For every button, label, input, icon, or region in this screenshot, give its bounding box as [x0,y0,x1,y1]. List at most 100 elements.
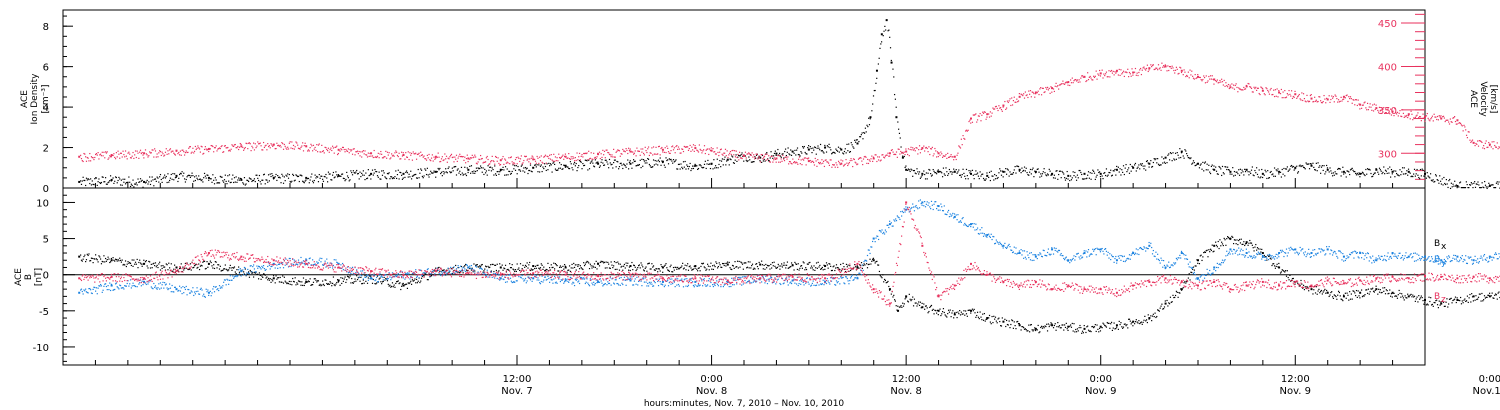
velocity-series-fill-dot [105,152,108,154]
velocity-series-fill-dot [523,159,525,162]
b-series-x-fill-dot [465,269,468,271]
b-series-x-fill-dot [618,263,620,265]
density-series-fill-dot [1203,170,1205,172]
velocity-series-fill-dot [1135,74,1137,76]
b-series-x-fill-dot [731,264,734,267]
velocity-series-fill-dot [829,159,831,161]
density-series-fill-dot [829,146,831,149]
velocity-series-fill-dot [882,154,884,156]
b-series-x-fill-dot [372,278,374,281]
velocity-series-fill-dot [955,158,957,161]
velocity-series-fill-dot [420,154,423,156]
velocity-series-fill-dot [375,156,377,158]
velocity-series-fill-dot [651,147,653,149]
b-series-x-fill-dot [669,266,671,268]
b-series-x-fill-dot [835,267,837,269]
density-series-fill-dot [624,165,626,167]
b-series-x-fill-dot [829,263,831,265]
velocity-series-fill-dot [1186,75,1189,77]
density-series-fill-dot [994,173,996,176]
density-series-fill-dot [1018,170,1020,172]
b-series-x-fill-dot [415,278,418,281]
b-series-x-fill-dot [515,270,517,273]
density-series-fill-dot [581,168,583,170]
velocity-series-fill-dot [356,150,359,152]
b-series-x-fill-dot [279,276,281,279]
velocity-series-fill-dot [1330,98,1332,101]
density-series-fill-dot [223,179,226,181]
b-series-x-fill-dot [154,262,157,264]
velocity-series-fill-dot [264,145,266,147]
density-series-fill-dot [1104,174,1107,177]
b-series-x-fill-dot [481,263,483,266]
b-series-x-fill-dot [705,269,707,271]
b-series-x-fill-dot [164,269,167,271]
velocity-series-fill-dot [457,157,459,159]
velocity-series-fill-dot [988,116,991,118]
density-series-fill-dot [515,165,517,167]
velocity-series-fill-dot [1264,94,1266,96]
density-series-fill-dot [732,162,735,164]
density-series-fill-dot [583,164,586,167]
density-series-fill-dot [1439,175,1441,177]
velocity-series-fill-dot [745,157,747,159]
density-series-fill-dot [578,164,580,167]
velocity-series-fill-dot [109,156,112,158]
velocity-series-fill-dot [432,160,434,162]
density-series-fill-dot [376,171,378,173]
density-series-fill-dot [369,174,371,176]
velocity-series-fill-dot [351,149,353,151]
density-series-fill-dot [86,179,88,181]
velocity-series-fill-dot [664,147,666,149]
velocity-series-fill-dot [449,156,451,158]
velocity-series-fill-dot [734,150,736,152]
velocity-series-fill-dot [184,152,187,154]
density-series-fill-dot [1164,162,1166,165]
density-series-fill-dot [420,169,423,171]
density-series-fill-dot [789,154,791,156]
velocity-series-fill-dot [648,154,650,157]
velocity-series-fill-dot [626,149,628,151]
b-series-x-fill-dot [761,264,764,266]
velocity-series-fill-dot [1106,76,1108,78]
density-series-fill-dot [556,169,558,171]
density-series-fill-dot [520,165,522,167]
b-series-x-fill-dot [347,276,349,278]
b-series-x-fill-dot [236,269,238,271]
velocity-series-fill-dot [877,156,879,158]
b-series-x-fill-dot [930,304,933,307]
velocity-series-fill-dot [910,146,912,148]
b-series-x-point [110,259,113,262]
b-series-x-fill-dot [875,261,877,263]
velocity-series-fill-dot [349,148,351,151]
density-series-fill-dot [807,147,809,149]
b-series-x-point [305,280,308,283]
velocity-series-fill-dot [1296,97,1298,99]
density-series-fill-dot [996,177,998,180]
b-series-x-fill-dot [322,283,325,285]
velocity-series-fill-dot [297,144,299,146]
density-series-fill-dot [1022,170,1024,172]
density-series-fill-dot [582,163,584,165]
velocity-series-point [1440,117,1443,120]
density-series-fill-dot [634,160,636,162]
density-series-fill-dot [696,165,698,167]
b-series-x-fill-dot [129,262,132,265]
b-series-x-fill-dot [674,266,676,268]
density-series-fill-dot [278,176,280,178]
b-series-x-fill-dot [818,266,820,268]
velocity-series-fill-dot [1320,101,1323,104]
density-series-fill-dot [603,164,606,166]
velocity-series-fill-dot [944,155,946,157]
velocity-axis-title-line3: [km/s] [1488,85,1498,114]
b-series-x-fill-dot [393,284,395,286]
b-series-x-fill-dot [859,263,861,266]
b-series-x-fill-dot [465,263,467,266]
b-series-x-fill-dot [232,267,234,269]
density-series-fill-dot [1272,173,1274,175]
velocity-series-fill-dot [97,152,99,154]
velocity-series-fill-dot [909,148,911,151]
velocity-series-fill-dot [901,152,903,154]
velocity-series-fill-dot [914,150,916,152]
b-series-x-fill-dot [275,275,277,277]
